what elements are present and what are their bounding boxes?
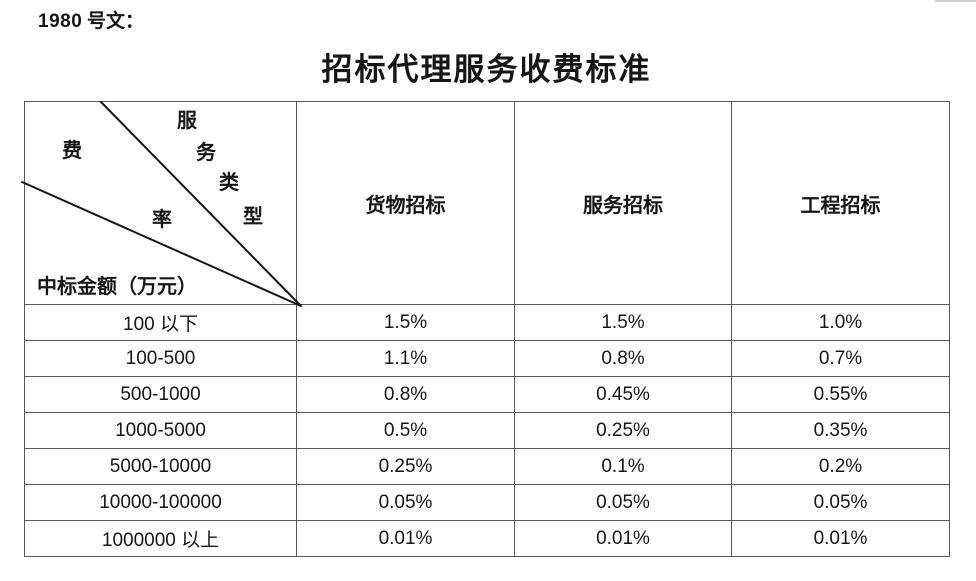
table-row: 10000-100000 0.05% 0.05% 0.05% (24, 484, 950, 521)
rate-cell: 0.35% (731, 412, 950, 449)
column-header-services: 服务招标 (514, 101, 732, 305)
doc-number: 1980 号文： (38, 6, 144, 33)
table-row: 100 以下 1.5% 1.5% 1.0% (24, 304, 950, 341)
rate-cell: 1.5% (296, 304, 515, 341)
corner-amount-label: 中标金额（万元） (37, 276, 197, 298)
rate-cell: 0.01% (514, 520, 732, 557)
rate-cell: 0.05% (296, 484, 515, 521)
rate-cell: 0.5% (296, 412, 515, 449)
amount-range-cell: 5000-10000 (24, 448, 297, 485)
rate-cell: 0.2% (731, 448, 950, 485)
amount-range-cell: 1000000 以上 (24, 520, 297, 557)
rate-cell: 0.05% (514, 484, 732, 521)
amount-range-cell: 1000-5000 (24, 412, 297, 449)
table-header-row: 服 务 类 型 费 率 中标金额（万元） 货物招标 服务招标 工程招标 (21, 101, 950, 307)
amount-range-cell: 500-1000 (24, 376, 297, 413)
rate-cell: 0.55% (731, 376, 950, 413)
rate-cell: 0.25% (514, 412, 732, 449)
rate-cell: 0.25% (296, 448, 515, 485)
rate-cell: 0.7% (731, 340, 950, 377)
rate-cell: 0.8% (514, 340, 732, 377)
top-edge-artifact (935, 0, 976, 2)
doc-number-suffix: 号文： (87, 11, 145, 32)
table-row: 500-1000 0.8% 0.45% 0.55% (24, 376, 950, 413)
table-corner-cell: 服 务 类 型 费 率 中标金额（万元） (21, 101, 302, 307)
page-title: 招标代理服务收费标准 (321, 52, 652, 87)
amount-range-cell: 100-500 (24, 340, 297, 377)
rate-cell: 1.5% (514, 304, 732, 341)
fee-table: 服 务 类 型 费 率 中标金额（万元） 货物招标 服务招标 工程招标 100 … (21, 101, 950, 557)
rate-cell: 1.1% (296, 340, 515, 377)
corner-type-char-4: 型 (243, 206, 263, 228)
rate-cell: 0.1% (514, 448, 732, 485)
diagonal-divider-lines (21, 101, 302, 307)
amount-range-cell: 10000-100000 (24, 484, 297, 521)
column-header-works: 工程招标 (731, 101, 950, 305)
rate-cell: 0.01% (731, 520, 950, 557)
column-header-goods: 货物招标 (296, 101, 515, 305)
corner-type-char-3: 类 (219, 172, 239, 194)
rate-cell: 0.05% (731, 484, 950, 521)
corner-type-char-1: 服 (177, 110, 197, 132)
table-row: 5000-10000 0.25% 0.1% 0.2% (24, 448, 950, 485)
corner-type-char-2: 务 (196, 142, 216, 164)
doc-number-value: 1980 (38, 11, 83, 32)
rate-cell: 0.8% (296, 376, 515, 413)
corner-rate-char-1: 费 (62, 140, 82, 162)
table-row: 1000-5000 0.5% 0.25% 0.35% (24, 412, 950, 449)
table-row: 100-500 1.1% 0.8% 0.7% (24, 340, 950, 377)
amount-range-cell: 100 以下 (24, 304, 297, 341)
rate-cell: 1.0% (731, 304, 950, 341)
rate-cell: 0.01% (296, 520, 515, 557)
rate-cell: 0.45% (514, 376, 732, 413)
table-row: 1000000 以上 0.01% 0.01% 0.01% (24, 520, 950, 557)
corner-rate-char-2: 率 (152, 209, 172, 231)
